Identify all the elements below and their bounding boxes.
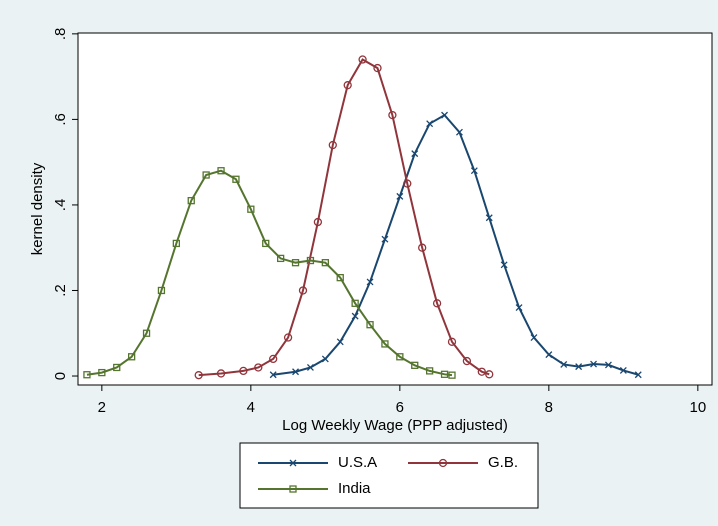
x-axis-label: Log Weekly Wage (PPP adjusted) [282, 417, 508, 434]
x-tick-label: 8 [545, 399, 553, 416]
point-marker [441, 111, 449, 119]
point-marker [194, 371, 203, 380]
point-marker [418, 243, 427, 252]
point-marker [545, 351, 553, 359]
legend-box [239, 442, 539, 509]
x-tick-label: 2 [98, 399, 106, 416]
point-marker [217, 167, 225, 175]
series-line [198, 58, 490, 377]
point-marker [298, 286, 308, 295]
point-marker [187, 197, 195, 205]
point-marker [216, 369, 226, 378]
x-tick-label: 6 [396, 399, 404, 416]
x-tick-label: 4 [247, 399, 255, 416]
point-marker [358, 55, 367, 64]
point-marker [411, 361, 419, 369]
point-marker [239, 366, 248, 376]
point-marker [396, 192, 404, 200]
legend-marker [438, 458, 448, 468]
point-marker [113, 363, 121, 372]
point-marker [283, 333, 293, 342]
point-marker [98, 368, 106, 377]
point-marker [455, 128, 463, 136]
y-tick-label: .8 [52, 28, 69, 41]
point-marker [634, 371, 642, 379]
point-marker [291, 259, 300, 267]
point-marker [381, 340, 389, 348]
point-marker [313, 217, 323, 227]
point-marker [590, 360, 598, 368]
point-marker [485, 214, 493, 222]
point-marker [83, 371, 91, 379]
point-marker [306, 364, 314, 371]
point-marker [172, 239, 180, 248]
y-axis-label: kernel density [29, 162, 46, 255]
point-marker [366, 278, 374, 286]
legend-label: U.S.A [338, 454, 377, 471]
point-marker [530, 334, 538, 341]
point-marker [515, 304, 523, 312]
point-marker [292, 368, 300, 376]
point-marker [432, 299, 442, 308]
point-marker [500, 261, 508, 269]
legend-label: India [338, 480, 371, 497]
point-marker [366, 321, 374, 329]
point-marker [575, 363, 583, 371]
point-marker [262, 239, 270, 248]
x-tick-label: 10 [690, 399, 707, 416]
point-marker [351, 312, 359, 320]
point-marker [604, 361, 612, 369]
point-marker [448, 371, 456, 379]
point-marker [477, 367, 486, 376]
y-tick-label: .4 [52, 199, 69, 212]
point-marker [321, 355, 329, 363]
point-marker [269, 354, 278, 364]
point-marker [276, 254, 285, 263]
point-marker [396, 353, 404, 361]
point-marker [232, 175, 240, 183]
y-tick-label: 0 [52, 372, 69, 380]
point-marker [411, 150, 419, 158]
y-tick-label: .2 [52, 284, 69, 297]
point-marker [269, 371, 277, 379]
point-marker [202, 171, 210, 179]
point-marker [560, 361, 568, 368]
point-marker [328, 140, 337, 150]
point-marker [336, 338, 344, 346]
point-marker [306, 256, 315, 265]
point-marker [403, 179, 412, 188]
point-marker [447, 337, 457, 346]
point-marker [321, 259, 329, 267]
point-marker [336, 273, 344, 282]
point-marker [127, 353, 136, 361]
point-marker [619, 366, 627, 374]
point-marker [157, 286, 166, 295]
point-marker [440, 370, 449, 378]
legend-marker [289, 459, 297, 467]
point-marker [142, 329, 151, 337]
legend-label: G.B. [488, 454, 518, 471]
point-marker [373, 63, 382, 73]
point-marker [462, 356, 472, 366]
point-marker [381, 235, 389, 243]
point-marker [388, 110, 397, 120]
point-marker [343, 81, 352, 90]
point-marker [425, 367, 434, 375]
point-marker [351, 299, 359, 307]
y-tick-label: .6 [52, 113, 69, 126]
point-marker [470, 167, 478, 175]
point-marker [247, 205, 255, 213]
point-marker [485, 370, 494, 379]
point-marker [426, 120, 434, 128]
legend-marker [289, 485, 297, 493]
point-marker [254, 363, 263, 372]
